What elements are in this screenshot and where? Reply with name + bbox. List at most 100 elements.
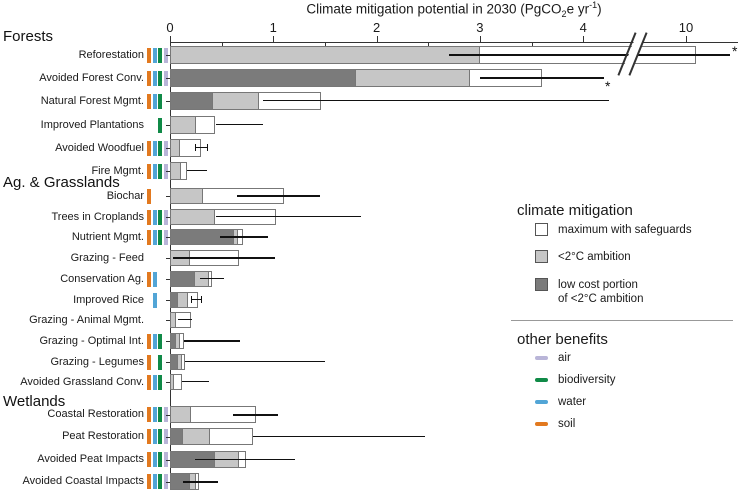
x-axis-major-tick xyxy=(583,36,585,42)
error-bar xyxy=(233,414,279,416)
water-benefit-tick xyxy=(152,47,157,63)
water-benefit-tick xyxy=(152,374,157,390)
biodiversity-benefit-tick xyxy=(158,429,162,444)
biodiversity-benefit-tick xyxy=(158,70,162,86)
x-axis-tick-label: 10 xyxy=(678,20,694,35)
x-axis-tick-label: 2 xyxy=(372,20,381,35)
category-axis-tick xyxy=(166,196,170,197)
air-benefit-tick xyxy=(163,429,168,444)
air-benefit-tick xyxy=(163,163,168,179)
category-axis-tick xyxy=(166,437,170,438)
x-axis-line xyxy=(170,42,738,43)
error-bar-cap-left xyxy=(194,144,196,151)
section-header-wetlands: Wetlands xyxy=(3,393,66,410)
bar-2c-ambition xyxy=(170,209,216,225)
bar-low-cost xyxy=(170,428,184,445)
biodiversity-benefit-tick xyxy=(158,47,162,63)
biodiversity-benefit-tick xyxy=(158,474,162,489)
legend-climate-items: maximum with safeguards <2°C ambition low … xyxy=(505,223,738,307)
water-benefit-tick xyxy=(152,452,157,467)
biodiversity-benefit-tick xyxy=(158,229,162,245)
legend-item: low cost portion of <2°C ambition xyxy=(535,277,738,307)
biodiversity-benefit-tick xyxy=(158,452,162,467)
legend-benefits-title: other benefits xyxy=(517,330,608,348)
error-bar xyxy=(178,319,192,320)
water-benefit-tick xyxy=(152,333,157,349)
section-header-ag-grasslands: Ag. & Grasslands xyxy=(3,174,120,191)
bar-low-cost xyxy=(170,333,177,349)
biodiversity-benefit-tick xyxy=(158,140,162,156)
soil-benefit-tick xyxy=(147,429,151,444)
biodiversity-benefit-tick xyxy=(158,354,162,370)
x-axis-minor-tick xyxy=(221,43,223,47)
row-label: Avoided Peat Impacts xyxy=(37,453,144,465)
error-bar xyxy=(216,216,362,217)
row-label: Grazing - Optimal Int. xyxy=(39,335,144,347)
soil-benefit-tick xyxy=(147,271,151,287)
x-axis-minor-tick xyxy=(324,43,326,47)
x-axis-tick-label: 0 xyxy=(166,20,174,35)
category-axis-tick xyxy=(166,171,170,172)
soil-benefit-tick xyxy=(147,452,151,467)
bar-2c-ambition xyxy=(170,139,181,157)
soil-benefit-tick xyxy=(147,333,151,349)
category-axis-tick xyxy=(166,101,170,102)
soil-benefit-tick xyxy=(147,229,151,245)
row-label: Avoided Woodfuel xyxy=(55,142,144,154)
legend-benefit-label: biodiversity xyxy=(558,373,616,386)
bar-2c-ambition xyxy=(170,188,204,204)
biodiversity-benefit-tick xyxy=(158,93,162,109)
error-bar xyxy=(186,170,208,171)
legend-benefit-item: water xyxy=(535,396,738,408)
error-bar xyxy=(262,100,610,101)
legend-swatch-white xyxy=(535,223,548,236)
x-axis-tick-label: 3 xyxy=(476,20,484,35)
water-benefit-tick xyxy=(152,93,157,109)
category-axis-tick xyxy=(166,237,170,238)
soil-benefit-tick xyxy=(147,474,151,489)
soil-benefit-tick xyxy=(147,93,151,109)
water-benefit-tick xyxy=(152,70,157,86)
soil-benefit-tick xyxy=(147,407,151,422)
soil-color-dash xyxy=(535,421,548,426)
error-bar xyxy=(190,299,201,300)
air-benefit-tick xyxy=(163,474,168,489)
water-color-dash xyxy=(535,399,548,404)
water-benefit-tick xyxy=(152,407,157,422)
row-label: Reforestation xyxy=(78,49,144,61)
legend-swatch-light xyxy=(535,250,548,264)
legend-benefit-label: soil xyxy=(558,417,576,430)
chart-title: Climate mitigation potential in 2030 (Pg… xyxy=(306,0,602,20)
category-axis-tick xyxy=(166,320,170,321)
air-benefit-tick xyxy=(163,407,168,422)
soil-benefit-tick xyxy=(147,374,151,390)
error-bar-cap-right xyxy=(207,144,209,151)
row-label: Avoided Coastal Impacts xyxy=(22,475,144,487)
category-axis-tick xyxy=(166,341,170,342)
row-label: Avoided Forest Conv. xyxy=(39,72,144,84)
row-label: Nutrient Mgmt. xyxy=(71,231,144,243)
error-bar xyxy=(182,381,210,382)
soil-benefit-tick xyxy=(147,209,151,225)
x-axis-tick-label: 4 xyxy=(579,20,587,35)
category-axis-tick xyxy=(166,258,170,259)
row-label: Avoided Grassland Conv. xyxy=(20,376,144,388)
air-benefit-tick xyxy=(163,70,168,86)
bar-2c-ambition xyxy=(170,406,191,423)
error-bar xyxy=(185,361,325,362)
row-label: Grazing - Feed xyxy=(70,252,144,264)
x-axis-major-tick xyxy=(686,36,687,42)
biodiversity-color-dash xyxy=(535,377,548,382)
legend-swatch-dark xyxy=(535,277,548,291)
water-benefit-tick xyxy=(152,163,157,179)
legend-item: maximum with safeguards xyxy=(535,223,738,237)
category-axis-tick xyxy=(166,279,170,280)
soil-benefit-tick xyxy=(147,140,151,156)
error-bar xyxy=(194,459,295,460)
bar-low-cost xyxy=(170,271,195,287)
legend-benefit-item: biodiversity xyxy=(535,374,738,386)
biodiversity-benefit-tick xyxy=(158,333,162,349)
x-axis-major-tick xyxy=(479,36,481,42)
legend-divider xyxy=(511,319,733,321)
